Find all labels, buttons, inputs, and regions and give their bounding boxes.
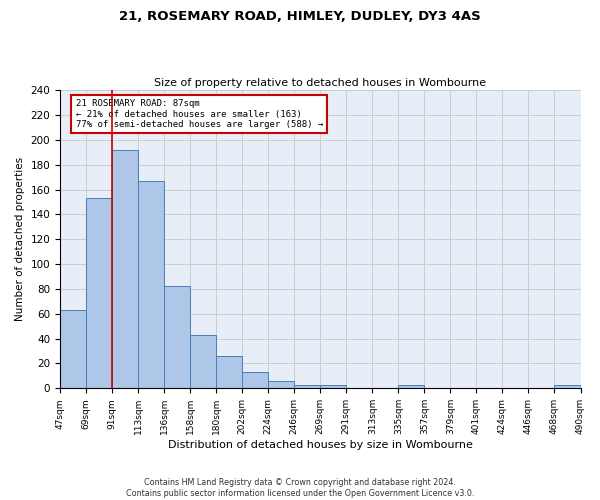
Title: Size of property relative to detached houses in Wombourne: Size of property relative to detached ho… [154, 78, 487, 88]
Text: 21 ROSEMARY ROAD: 87sqm
← 21% of detached houses are smaller (163)
77% of semi-d: 21 ROSEMARY ROAD: 87sqm ← 21% of detache… [76, 99, 323, 129]
Bar [164, 286, 190, 388]
Bar [86, 198, 112, 388]
Bar [190, 335, 216, 388]
Bar [320, 384, 346, 388]
Text: Contains HM Land Registry data © Crown copyright and database right 2024.
Contai: Contains HM Land Registry data © Crown c… [126, 478, 474, 498]
Bar [242, 372, 268, 388]
Bar [138, 181, 164, 388]
Bar [554, 384, 581, 388]
X-axis label: Distribution of detached houses by size in Wombourne: Distribution of detached houses by size … [168, 440, 473, 450]
Bar [398, 384, 424, 388]
Bar [294, 384, 320, 388]
Bar [112, 150, 138, 388]
Bar [268, 381, 294, 388]
Y-axis label: Number of detached properties: Number of detached properties [15, 157, 25, 322]
Text: 21, ROSEMARY ROAD, HIMLEY, DUDLEY, DY3 4AS: 21, ROSEMARY ROAD, HIMLEY, DUDLEY, DY3 4… [119, 10, 481, 23]
Bar [60, 310, 86, 388]
Bar [216, 356, 242, 388]
